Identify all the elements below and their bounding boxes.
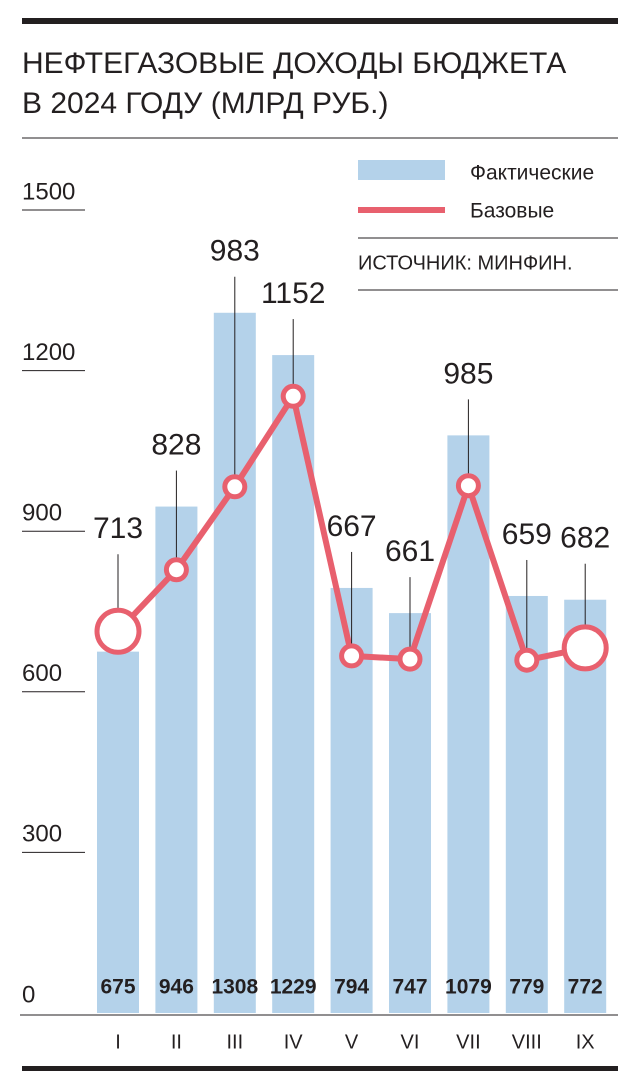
line-point [561, 624, 609, 672]
line-value-label: 682 [560, 522, 610, 555]
line-value-label: 661 [385, 535, 435, 568]
line-value-label: 983 [210, 235, 260, 268]
x-tick-label: IX [576, 1031, 595, 1053]
chart-title: НЕФТЕГАЗОВЫЕ ДОХОДЫ БЮДЖЕТА [22, 47, 566, 80]
bar-value-label: 747 [392, 976, 427, 999]
y-tick-label: 900 [22, 500, 62, 527]
top-rule [22, 18, 618, 24]
y-tick-label: 600 [22, 660, 62, 687]
x-tick-label: VII [456, 1031, 480, 1053]
y-tick-label: 0 [22, 981, 35, 1008]
x-tick-label: III [226, 1031, 243, 1053]
line-value-label: 1152 [261, 277, 326, 310]
bar [389, 613, 431, 1013]
line-point [455, 473, 481, 499]
line-value-label: 659 [502, 518, 552, 551]
line-point [339, 643, 365, 669]
bar-value-label: 946 [159, 976, 194, 999]
bar-value-label: 779 [509, 976, 544, 999]
bar-value-label: 1079 [445, 976, 492, 999]
line-point [514, 647, 540, 673]
line-point [280, 383, 306, 409]
line-point [397, 646, 423, 672]
x-tick-label: V [345, 1031, 359, 1053]
y-tick-label: 1500 [22, 178, 75, 205]
y-tick-label: 300 [22, 821, 62, 848]
bar [155, 506, 198, 1013]
legend-swatch [358, 160, 445, 180]
line-point [163, 557, 189, 583]
x-tick-label: II [171, 1031, 182, 1053]
line-point [222, 474, 248, 500]
line-value-label: 828 [151, 428, 201, 461]
bar-value-label: 675 [100, 976, 135, 999]
bar-value-label: 1229 [270, 976, 317, 999]
x-tick-label: VIII [512, 1031, 542, 1053]
legend-label: Фактические [470, 162, 594, 185]
legend-label: Базовые [470, 200, 554, 223]
bar-value-label: 794 [334, 976, 369, 999]
y-tick-label: 1200 [22, 339, 75, 366]
bar-value-label: 772 [568, 976, 603, 999]
chart-subtitle: В 2024 ГОДУ (МЛРД РУБ.) [22, 87, 388, 120]
bottom-rule [22, 1066, 618, 1071]
line-point [94, 607, 142, 655]
line-value-label: 667 [327, 510, 377, 543]
x-tick-label: I [115, 1031, 121, 1053]
bar [97, 651, 139, 1013]
line-value-label: 985 [443, 357, 493, 390]
x-tick-label: VI [401, 1031, 420, 1053]
x-tick-label: IV [284, 1031, 304, 1053]
bar-value-label: 1308 [211, 976, 258, 999]
source: ИСТОЧНИК: МИНФИН. [358, 252, 573, 274]
line-value-label: 713 [93, 512, 143, 545]
